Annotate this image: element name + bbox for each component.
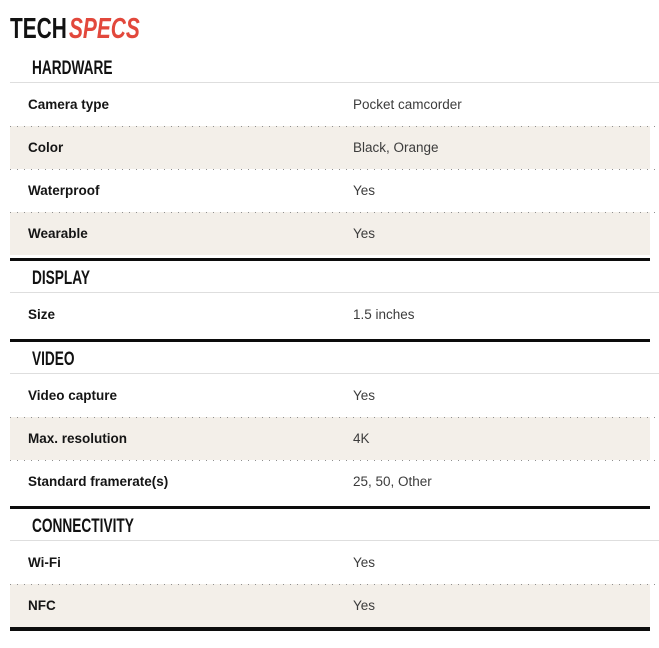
spec-row-max-resolution: Max. resolution 4K <box>10 417 659 460</box>
spec-value: Yes <box>353 555 376 570</box>
section-title-text: CONNECTIVITY <box>32 516 134 537</box>
spec-label: Video capture <box>28 388 118 403</box>
section-rows: Size 1.5 inches <box>10 293 650 336</box>
spec-value: Pocket camcorder <box>353 97 462 112</box>
spec-label: Camera type <box>28 97 110 112</box>
table-bottom-border <box>10 627 650 631</box>
spec-value: Yes <box>353 226 376 241</box>
section-display: DISPLAY Size 1.5 inches <box>10 258 659 336</box>
spec-row-color: Color Black, Orange <box>10 126 659 169</box>
spec-value: 4K <box>353 431 370 446</box>
section-title: CONNECTIVITY <box>10 509 659 541</box>
specs-table: HARDWARE Camera type Pocket camcorder Co… <box>10 46 659 631</box>
spec-label: Size <box>28 307 56 322</box>
section-video: VIDEO Video capture Yes Max. resolution … <box>10 339 659 503</box>
page-title: TECHSPECS <box>10 13 659 46</box>
spec-value: Yes <box>353 598 376 613</box>
page-title-prefix: TECH <box>10 13 67 45</box>
spec-label: Max. resolution <box>28 431 128 446</box>
spec-value: Yes <box>353 183 376 198</box>
section-title: DISPLAY <box>10 261 659 293</box>
spec-value: Yes <box>353 388 376 403</box>
page-title-accent: SPECS <box>69 13 140 45</box>
section-title-text: HARDWARE <box>32 58 113 79</box>
section-title-text: VIDEO <box>32 349 75 370</box>
spec-value: 25, 50, Other <box>353 474 432 489</box>
spec-label: NFC <box>28 598 56 613</box>
spec-row-camera-type: Camera type Pocket camcorder <box>10 83 650 126</box>
spec-label: Standard framerate(s) <box>28 474 169 489</box>
spec-row-video-capture: Video capture Yes <box>10 374 650 417</box>
spec-label: Color <box>28 140 64 155</box>
spec-row-waterproof: Waterproof Yes <box>10 169 659 212</box>
spec-row-nfc: NFC Yes <box>10 584 659 627</box>
spec-label: Wi-Fi <box>28 555 61 570</box>
spec-row-standard-framerates: Standard framerate(s) 25, 50, Other <box>10 460 659 503</box>
section-hardware: HARDWARE Camera type Pocket camcorder Co… <box>10 46 659 255</box>
section-rows: Video capture Yes Max. resolution 4K Sta… <box>10 374 659 503</box>
spec-label: Waterproof <box>28 183 100 198</box>
spec-value: Black, Orange <box>353 140 439 155</box>
page-title-text: TECHSPECS <box>10 13 140 46</box>
spec-row-wifi: Wi-Fi Yes <box>10 541 650 584</box>
spec-value: 1.5 inches <box>353 307 415 322</box>
spec-row-size: Size 1.5 inches <box>10 293 650 336</box>
section-title: VIDEO <box>10 342 659 374</box>
section-rows: Camera type Pocket camcorder Color Black… <box>10 83 659 255</box>
section-rows: Wi-Fi Yes NFC Yes <box>10 541 659 627</box>
spec-label: Wearable <box>28 226 88 241</box>
section-connectivity: CONNECTIVITY Wi-Fi Yes NFC Yes <box>10 506 659 627</box>
section-title: HARDWARE <box>10 46 659 83</box>
spec-row-wearable: Wearable Yes <box>10 212 659 255</box>
section-title-text: DISPLAY <box>32 268 91 289</box>
